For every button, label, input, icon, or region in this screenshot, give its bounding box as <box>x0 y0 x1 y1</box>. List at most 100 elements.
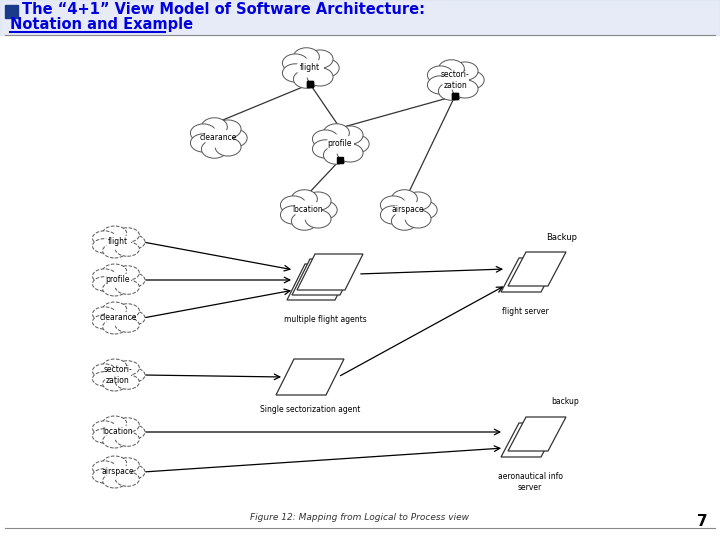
Text: location: location <box>103 428 133 436</box>
Text: multiple flight agents: multiple flight agents <box>284 315 366 325</box>
Ellipse shape <box>121 425 145 439</box>
Ellipse shape <box>121 273 145 287</box>
Ellipse shape <box>105 272 131 288</box>
Ellipse shape <box>103 264 127 279</box>
Ellipse shape <box>92 307 117 321</box>
Ellipse shape <box>105 464 131 480</box>
Ellipse shape <box>105 234 131 250</box>
Ellipse shape <box>312 130 338 148</box>
Ellipse shape <box>105 310 131 326</box>
Ellipse shape <box>296 58 324 78</box>
Text: profile: profile <box>328 139 352 148</box>
Text: Notation and Example: Notation and Example <box>10 17 193 31</box>
Ellipse shape <box>307 68 333 86</box>
Ellipse shape <box>405 210 431 228</box>
Ellipse shape <box>292 212 318 230</box>
Ellipse shape <box>115 242 140 256</box>
Ellipse shape <box>313 59 339 77</box>
Polygon shape <box>501 423 559 457</box>
Ellipse shape <box>103 456 127 470</box>
Ellipse shape <box>294 48 320 66</box>
Ellipse shape <box>411 201 437 219</box>
Ellipse shape <box>282 54 308 72</box>
Polygon shape <box>501 258 559 292</box>
Ellipse shape <box>92 364 117 379</box>
Ellipse shape <box>92 276 117 291</box>
Ellipse shape <box>92 231 117 245</box>
Polygon shape <box>292 259 358 295</box>
Ellipse shape <box>215 138 241 156</box>
Ellipse shape <box>92 372 117 386</box>
Ellipse shape <box>202 140 228 158</box>
Ellipse shape <box>92 421 117 435</box>
Ellipse shape <box>294 200 322 220</box>
Ellipse shape <box>343 135 369 153</box>
Ellipse shape <box>103 302 127 316</box>
Ellipse shape <box>121 235 145 249</box>
Ellipse shape <box>452 62 478 80</box>
Bar <box>5 5 18 18</box>
Ellipse shape <box>115 418 140 432</box>
Ellipse shape <box>115 280 140 294</box>
Ellipse shape <box>92 469 117 483</box>
Ellipse shape <box>103 416 127 430</box>
Ellipse shape <box>392 190 418 208</box>
Text: profile: profile <box>106 275 130 285</box>
Text: Figure 12: Mapping from Logical to Process view: Figure 12: Mapping from Logical to Proce… <box>251 514 469 523</box>
Ellipse shape <box>380 206 406 224</box>
Ellipse shape <box>305 210 331 228</box>
Ellipse shape <box>105 424 131 440</box>
Bar <box>0 0 720 35</box>
Ellipse shape <box>92 315 117 329</box>
Ellipse shape <box>103 359 127 374</box>
Ellipse shape <box>392 212 418 230</box>
Text: flight server: flight server <box>502 307 549 315</box>
Ellipse shape <box>337 144 363 162</box>
Ellipse shape <box>326 134 354 154</box>
Ellipse shape <box>305 192 331 210</box>
Ellipse shape <box>121 311 145 325</box>
Ellipse shape <box>115 266 140 280</box>
Ellipse shape <box>103 244 127 258</box>
Ellipse shape <box>215 120 241 138</box>
Ellipse shape <box>121 368 145 382</box>
Ellipse shape <box>103 376 127 391</box>
Ellipse shape <box>294 70 320 88</box>
Ellipse shape <box>92 461 117 475</box>
Text: The “4+1” View Model of Software Architecture:: The “4+1” View Model of Software Archite… <box>22 2 425 17</box>
Text: sectori-
zation: sectori- zation <box>104 365 132 384</box>
Text: clearance: clearance <box>199 133 237 143</box>
Text: 7: 7 <box>698 515 708 530</box>
Ellipse shape <box>115 228 140 242</box>
Ellipse shape <box>92 239 117 253</box>
Ellipse shape <box>115 375 140 389</box>
Ellipse shape <box>394 200 422 220</box>
Ellipse shape <box>103 434 127 448</box>
Text: location: location <box>293 206 323 214</box>
Ellipse shape <box>115 432 140 446</box>
Ellipse shape <box>105 367 131 383</box>
Ellipse shape <box>202 118 228 136</box>
Polygon shape <box>508 417 566 451</box>
Ellipse shape <box>115 361 140 375</box>
Ellipse shape <box>204 128 232 148</box>
Ellipse shape <box>115 304 140 318</box>
Ellipse shape <box>438 82 464 100</box>
Ellipse shape <box>221 129 247 147</box>
Ellipse shape <box>307 50 333 68</box>
Ellipse shape <box>103 320 127 334</box>
Ellipse shape <box>281 206 307 224</box>
Ellipse shape <box>115 472 140 486</box>
Ellipse shape <box>428 76 454 94</box>
Ellipse shape <box>121 465 145 479</box>
Polygon shape <box>297 254 363 290</box>
Ellipse shape <box>323 124 349 142</box>
Ellipse shape <box>92 429 117 443</box>
Ellipse shape <box>115 458 140 472</box>
Ellipse shape <box>428 66 454 84</box>
Ellipse shape <box>292 190 318 208</box>
Ellipse shape <box>103 474 127 488</box>
Ellipse shape <box>311 201 337 219</box>
Text: Single sectorization agent: Single sectorization agent <box>260 404 360 414</box>
Text: flight: flight <box>300 64 320 72</box>
